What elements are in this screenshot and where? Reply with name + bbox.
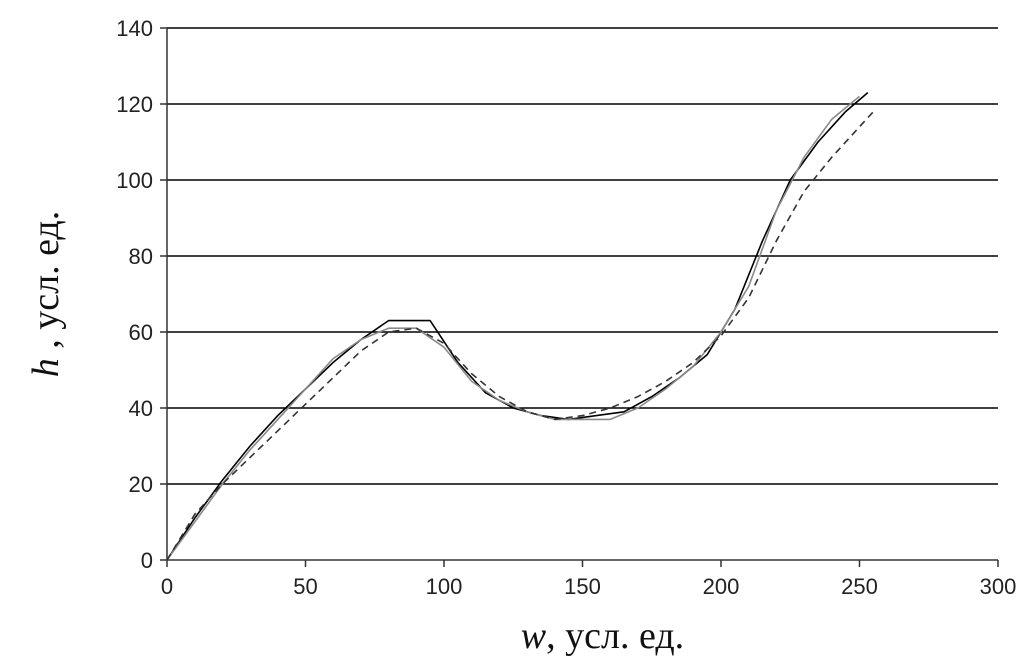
x-tick-label: 150 — [564, 574, 601, 599]
y-tick-label: 80 — [129, 244, 153, 269]
x-tick-label: 0 — [161, 574, 173, 599]
x-axis-label-var: w — [521, 615, 547, 657]
series-line-dashed-black — [166, 111, 874, 561]
series-line-solid-black — [166, 91, 869, 561]
x-tick-label: 300 — [980, 574, 1017, 599]
grid-lines — [167, 27, 998, 485]
axes — [166, 28, 998, 561]
x-axis-label: w, усл. ед. — [521, 615, 684, 657]
y-tick-label: 140 — [116, 16, 153, 41]
x-axis-label-unit: , усл. ед. — [546, 615, 684, 657]
series-line-solid-gray — [166, 95, 861, 561]
y-tick-label: 40 — [129, 396, 153, 421]
x-tick-labels: 0 50 100 150 200 250 300 — [161, 560, 1016, 599]
y-tick-label: 20 — [129, 472, 153, 497]
x-tick-label: 200 — [703, 574, 740, 599]
y-tick-labels: 0 20 40 60 80 100 120 140 — [116, 16, 167, 573]
y-tick-label: 100 — [116, 168, 153, 193]
y-tick-label: 60 — [129, 320, 153, 345]
y-axis-label-var: h — [25, 358, 67, 377]
y-axis-label-unit: , усл. ед. — [25, 211, 67, 359]
x-tick-label: 50 — [293, 574, 317, 599]
y-tick-label: 120 — [116, 92, 153, 117]
x-tick-label: 250 — [841, 574, 878, 599]
y-axis-label: h , усл. ед. — [25, 211, 67, 378]
y-tick-label: 0 — [141, 548, 153, 573]
x-tick-label: 100 — [426, 574, 463, 599]
series-lines — [166, 91, 874, 561]
